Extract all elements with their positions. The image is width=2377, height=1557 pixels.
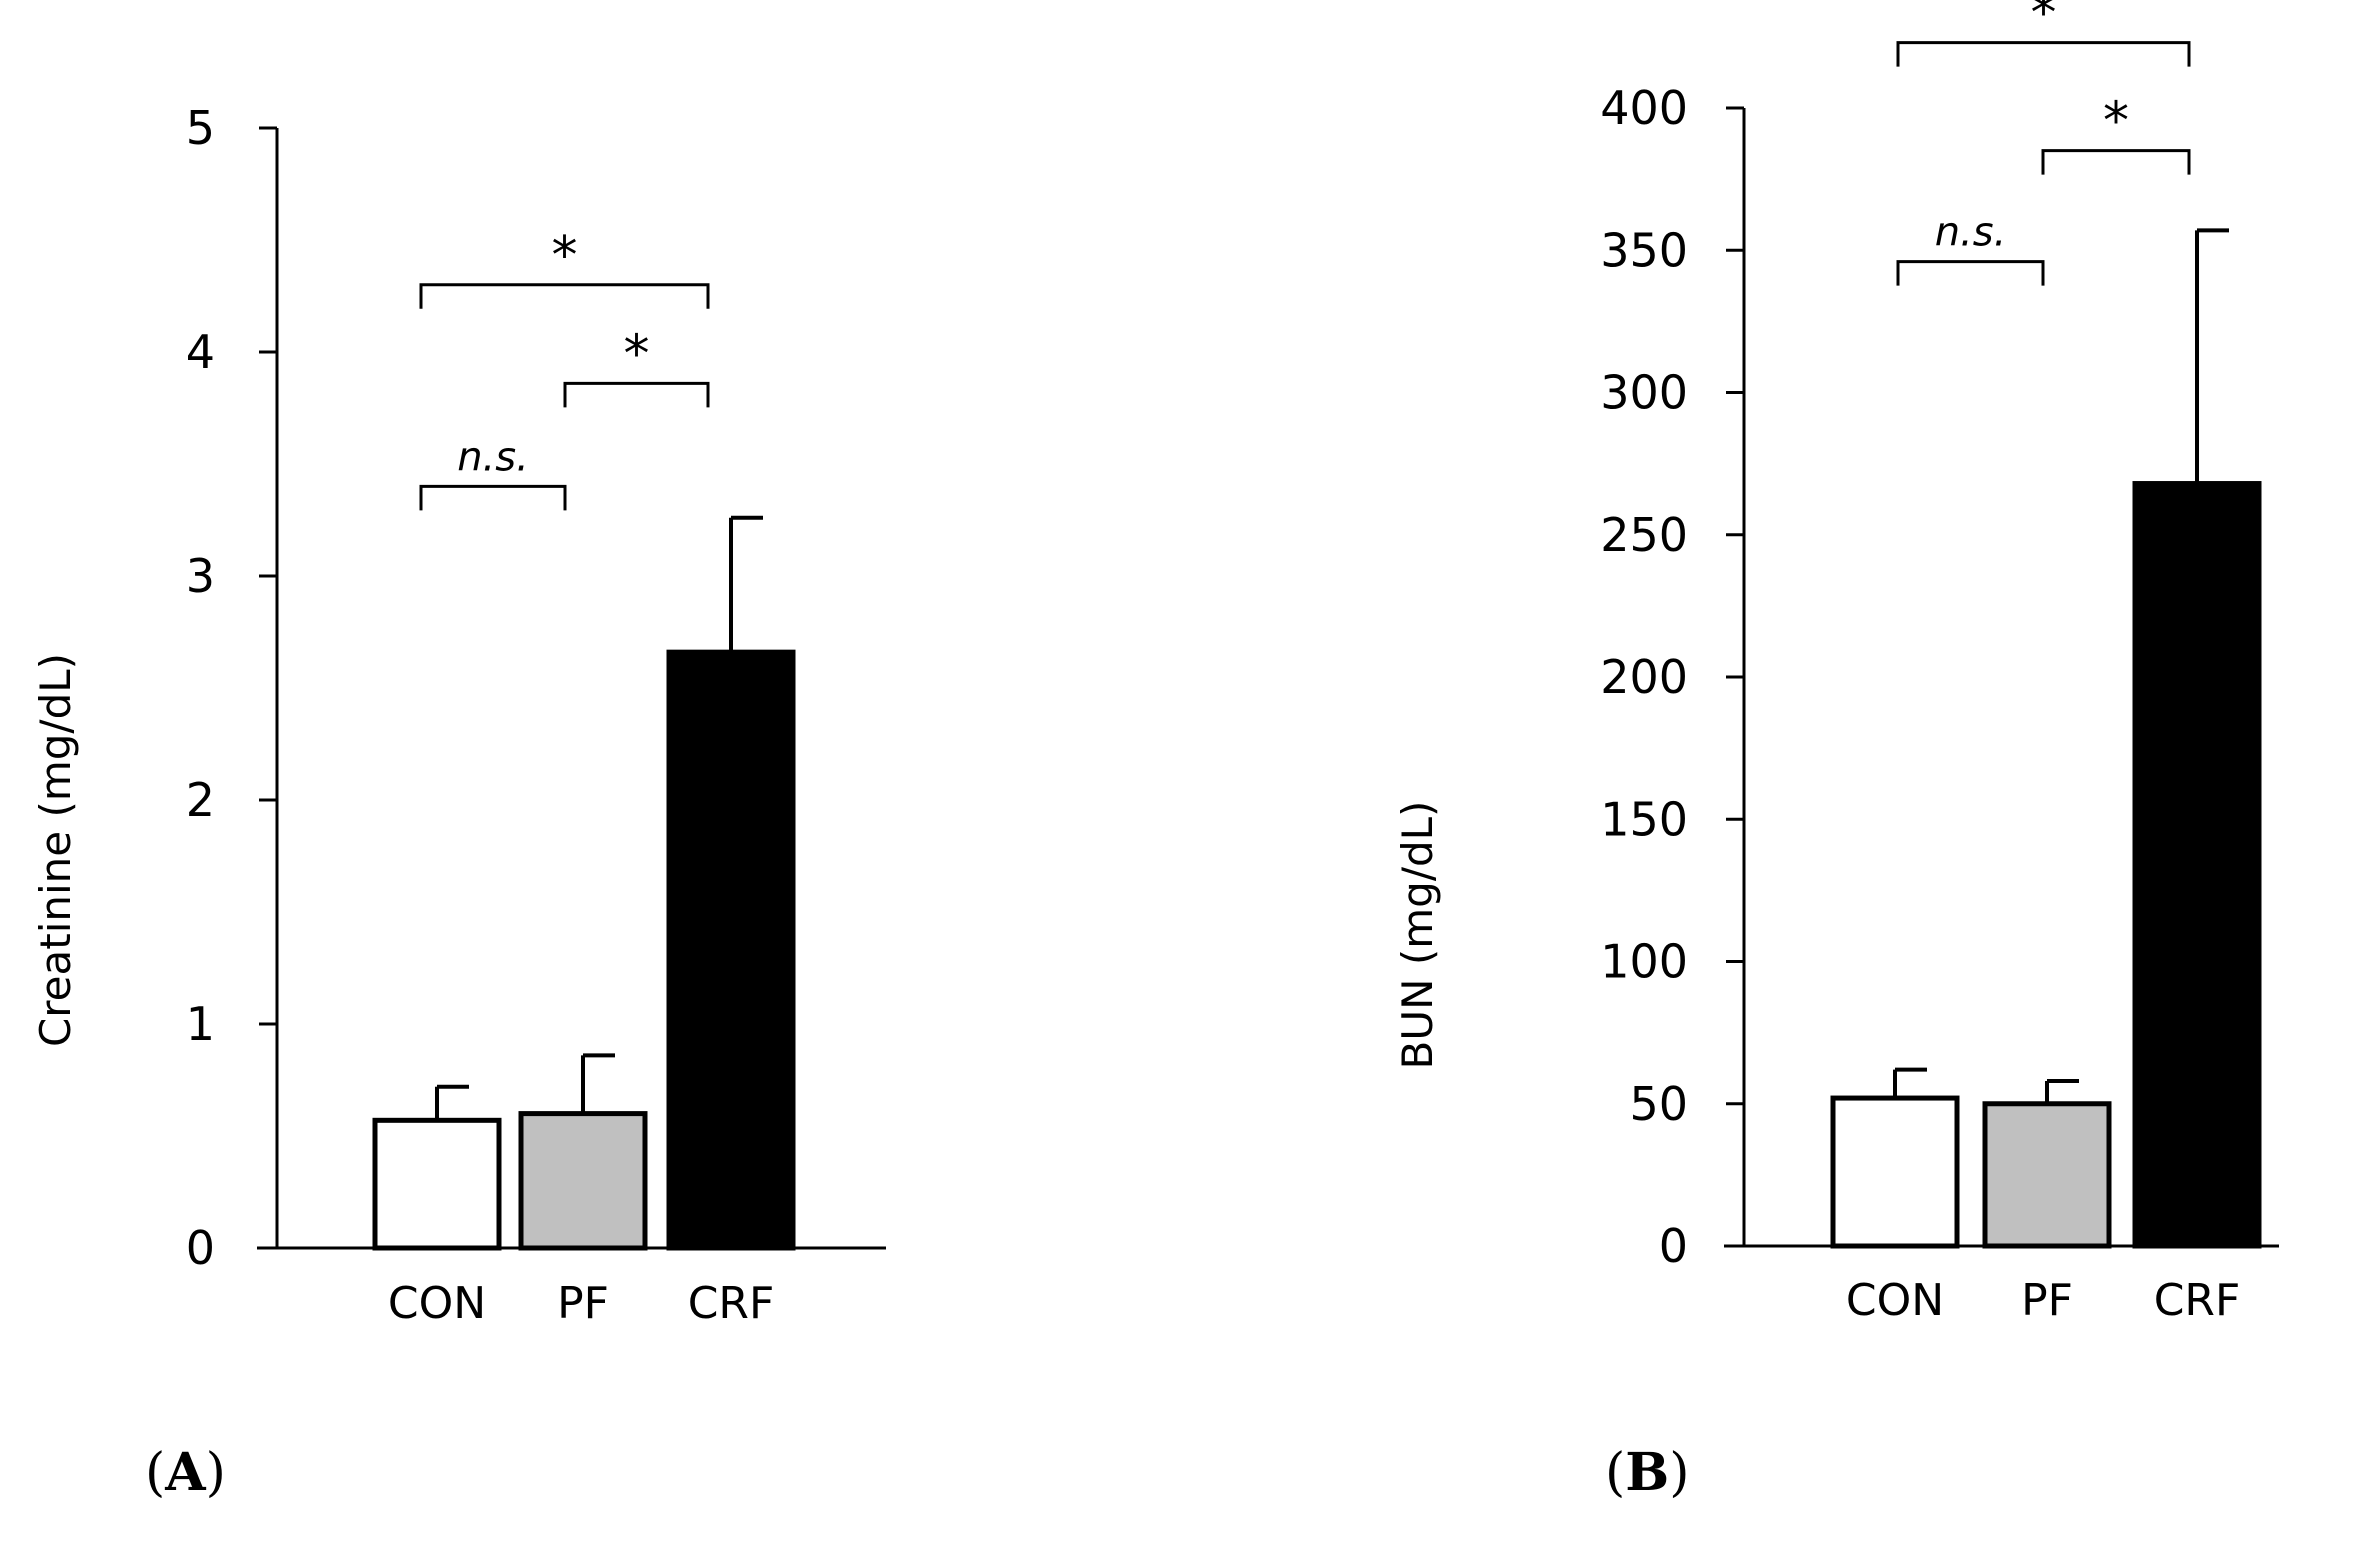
x-tick-label: CON [388, 1278, 486, 1329]
y-tick-label: 250 [1600, 508, 1688, 562]
panel-label-letter: B [1625, 1442, 1669, 1503]
y-tick-label: 1 [186, 997, 215, 1051]
panel-label-paren: ( [1605, 1443, 1625, 1503]
y-tick-label: 200 [1600, 650, 1688, 704]
panel-label-letter: A [164, 1442, 206, 1503]
bar-crf [2132, 481, 2262, 1249]
bar-pf [518, 1111, 648, 1251]
significance-bracket [1896, 41, 2191, 67]
bar-crf [666, 649, 796, 1251]
significance-star: * [2031, 0, 2057, 44]
significance-ns: n.s. [457, 434, 529, 480]
y-tick-label: 100 [1600, 935, 1688, 989]
significance-star: * [552, 226, 578, 286]
panel-label-paren: ) [1669, 1443, 1689, 1503]
significance-bracket [419, 283, 710, 309]
significance-bracket [563, 381, 710, 408]
y-tick-label: 2 [186, 773, 215, 827]
significance-star: * [624, 324, 650, 384]
y-axis-title: BUN (mg/dL) [1393, 801, 1442, 1070]
chart-panel-b: 0 50 100 150 200 250 300 350 400 BUN (mg/dL) CON PF… [1393, 0, 2279, 1503]
bar-con [1830, 1095, 1960, 1249]
bar-con [372, 1117, 502, 1251]
significance-star: * [2103, 92, 2129, 152]
significance-bracket [2041, 149, 2191, 175]
panel-label: (B) [1605, 1442, 1690, 1503]
y-tick-label: 3 [186, 549, 215, 603]
panel-label: (A) [145, 1442, 226, 1503]
panel-label-paren: ) [206, 1443, 226, 1503]
y-tick-label: 50 [1629, 1077, 1688, 1131]
x-tick-label: CRF [688, 1278, 775, 1329]
y-tick-label: 0 [1659, 1219, 1688, 1273]
x-tick-label: CON [1846, 1275, 1944, 1326]
x-tick-label: CRF [2154, 1275, 2241, 1326]
y-tick-label: 400 [1600, 81, 1688, 135]
y-tick-label: 5 [186, 101, 215, 155]
y-tick-label: 0 [186, 1221, 215, 1275]
chart-panel-a: 0 1 2 3 4 5 Creatinine (mg/dL) CON PF CRF n.s. * * (A… [31, 101, 886, 1503]
panel-label-paren: ( [145, 1443, 165, 1503]
significance-bracket [1896, 260, 2045, 286]
x-tick-label: PF [2021, 1275, 2073, 1326]
y-tick-label: 150 [1600, 792, 1688, 846]
bar-pf [1982, 1101, 2112, 1249]
y-tick-label: 350 [1600, 223, 1688, 277]
y-axis-title: Creatinine (mg/dL) [31, 653, 80, 1047]
significance-ns: n.s. [1935, 210, 2007, 256]
significance-bracket [419, 484, 567, 511]
y-tick-label: 4 [186, 325, 215, 379]
y-tick-label: 300 [1600, 366, 1688, 420]
x-tick-label: PF [557, 1278, 609, 1329]
